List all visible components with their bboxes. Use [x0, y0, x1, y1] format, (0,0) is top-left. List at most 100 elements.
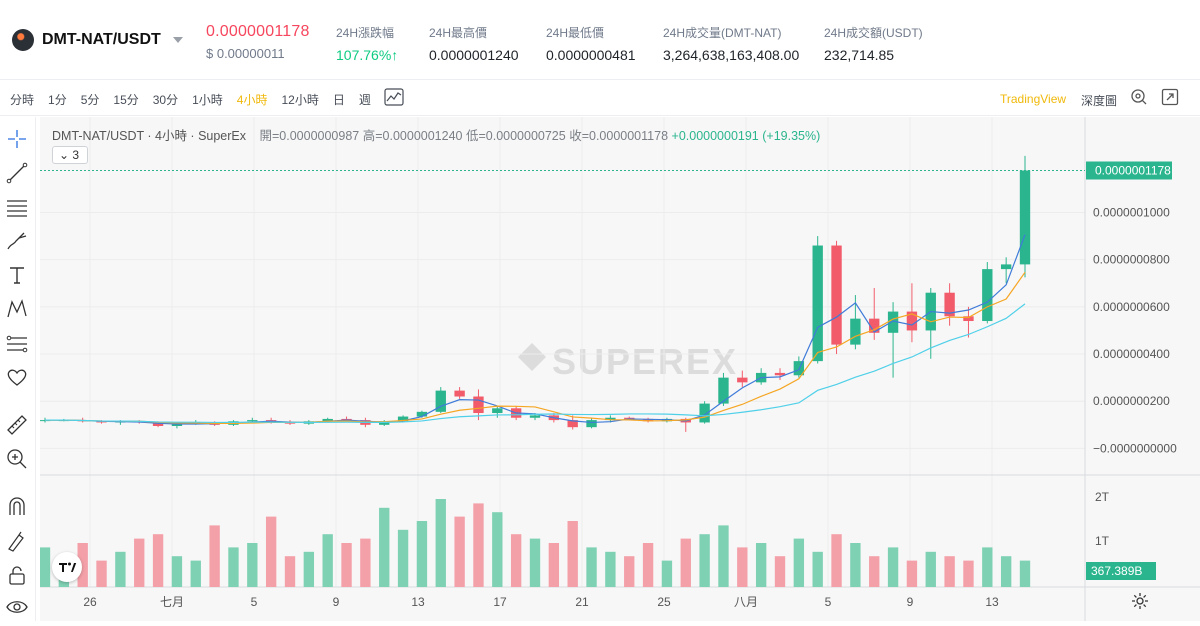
indicators-toggle[interactable]: ⌄ 3 [52, 146, 88, 164]
last-price: 0.0000001178 [206, 23, 310, 40]
volume-bar [454, 516, 465, 587]
horizontal-lines-icon[interactable] [5, 195, 29, 219]
volume-bar [680, 538, 691, 587]
interval-tab[interactable]: 分時 [10, 93, 35, 107]
interval-tab[interactable]: 4小時 [236, 93, 268, 107]
legend-title: DMT-NAT/USDT · 4小時 · SuperEx [52, 129, 247, 143]
pattern-tool-icon[interactable] [5, 297, 29, 321]
volume-bar [567, 521, 578, 587]
time-tick-label: 八月 [734, 595, 758, 609]
legend-change: +0.0000000191 (+19.35%) [671, 129, 821, 143]
price-tick-label: 0.0000001000 [1093, 205, 1170, 219]
time-tick-label: 26 [83, 595, 97, 609]
chevron-down-icon[interactable] [172, 37, 183, 43]
volume-bar [1019, 560, 1031, 587]
candle-body [247, 420, 258, 422]
interval-tab[interactable]: 週 [358, 93, 371, 107]
current-price-label: 0.0000001178 [1095, 164, 1171, 178]
lock-drawings-icon[interactable] [5, 529, 29, 553]
candle-body [171, 423, 183, 426]
volume-bar [624, 556, 635, 587]
candle-body [567, 420, 578, 428]
volume-bar [341, 543, 352, 587]
interval-tabs: 分時 1分 5分 15分 30分 1小時 4小時 12小時日週 [10, 91, 385, 108]
volume-bar [812, 551, 823, 587]
interval-tab[interactable]: 1小時 [192, 93, 223, 107]
ruler-icon[interactable] [5, 413, 29, 437]
volume-bar [416, 521, 428, 587]
lock-icon[interactable] [5, 563, 29, 587]
candle-body [963, 316, 974, 322]
candle-body [416, 411, 428, 417]
indicator-count: 3 [72, 148, 80, 162]
price-tick-label: 0.0000000800 [1093, 253, 1170, 267]
stat-label: 24H最高價 [429, 26, 488, 40]
interval-tab[interactable]: 5分 [80, 93, 100, 107]
volume-bar [473, 503, 484, 587]
interval-tab[interactable]: 1分 [48, 93, 67, 107]
interval-tab[interactable]: 30分 [152, 93, 179, 107]
usd-price: $ 0.00000011 [206, 46, 285, 61]
volume-bar [755, 543, 767, 587]
chart-canvas[interactable]: SUPEREX 0.0000001178 0.0000001000 0.0000000… [39, 117, 1200, 621]
volume-bar [397, 529, 409, 587]
current-price-tag [1086, 161, 1172, 180]
interval-tab[interactable]: 12小時 [281, 93, 319, 107]
drawing-toolbar [0, 117, 36, 621]
trend-line-icon[interactable] [5, 161, 29, 185]
candle-body [774, 372, 786, 376]
fib-tool-icon[interactable] [5, 331, 29, 355]
volume-bar [39, 547, 51, 587]
candle-body [586, 420, 597, 428]
time-tick-label: 5 [825, 595, 832, 609]
fullscreen-icon[interactable] [1161, 88, 1179, 106]
magnet-icon[interactable] [5, 495, 29, 519]
brush-icon[interactable] [5, 229, 29, 253]
stat-label: 24H最低價 [546, 26, 605, 40]
stat-24h-turnover: 24H成交額(USDT) 232,714.85 [824, 24, 923, 63]
time-tick-label: 21 [575, 595, 589, 609]
volume-bar [115, 551, 126, 587]
volume-bar [152, 534, 164, 587]
candle-body [887, 311, 899, 333]
gear-icon[interactable] [1131, 592, 1149, 610]
volume-bar [171, 556, 183, 587]
candle-body [473, 396, 484, 414]
crosshair-icon[interactable] [5, 127, 29, 151]
candlestick-chart[interactable]: SUPEREX 0.0000001178 0.0000001000 0.0000000… [39, 117, 1200, 621]
depth-chart-tab[interactable]: 深度圖 [1081, 94, 1118, 108]
volume-bar [284, 556, 296, 587]
time-tick-label: 七月 [160, 595, 184, 609]
chevron-down-icon: ⌄ [59, 148, 70, 162]
price-tick-label: 0.0000000600 [1093, 300, 1170, 314]
volume-bar [548, 543, 560, 587]
chart-type-icon[interactable] [384, 88, 404, 106]
chart-settings-icon[interactable] [1130, 88, 1148, 106]
time-tick-label: 13 [985, 595, 999, 609]
zoom-in-icon[interactable] [5, 447, 29, 471]
volume-bar [774, 556, 786, 587]
price-tick-label: 0.0000000400 [1093, 347, 1170, 361]
watermark-text: SUPEREX [552, 341, 738, 382]
volume-bar [661, 560, 673, 587]
volume-bar [1000, 556, 1012, 587]
chart-toolbar: 分時 1分 5分 15分 30分 1小時 4小時 12小時日週 TradingView 深度圖 [0, 80, 1200, 116]
candle-body [869, 318, 880, 333]
pair-selector[interactable]: DMT-NAT/USDT [12, 29, 183, 51]
candle-body [492, 408, 503, 414]
candle-body [850, 318, 861, 345]
volume-bar [718, 525, 729, 587]
stat-label: 24H漲跌幅 [336, 26, 395, 40]
eye-icon[interactable] [5, 595, 29, 619]
candle-body [642, 418, 654, 422]
interval-tab[interactable]: 日 [332, 93, 345, 107]
candle-body [718, 377, 729, 404]
interval-tab[interactable]: 15分 [113, 93, 139, 107]
heart-icon[interactable] [5, 365, 29, 389]
volume-bar [944, 556, 955, 587]
volume-tick-label: 2T [1095, 490, 1110, 504]
tradingview-tab[interactable]: TradingView [1000, 92, 1067, 106]
tradingview-logo-icon[interactable] [52, 552, 82, 582]
time-tick-label: 9 [907, 595, 914, 609]
text-tool-icon[interactable] [5, 263, 29, 287]
